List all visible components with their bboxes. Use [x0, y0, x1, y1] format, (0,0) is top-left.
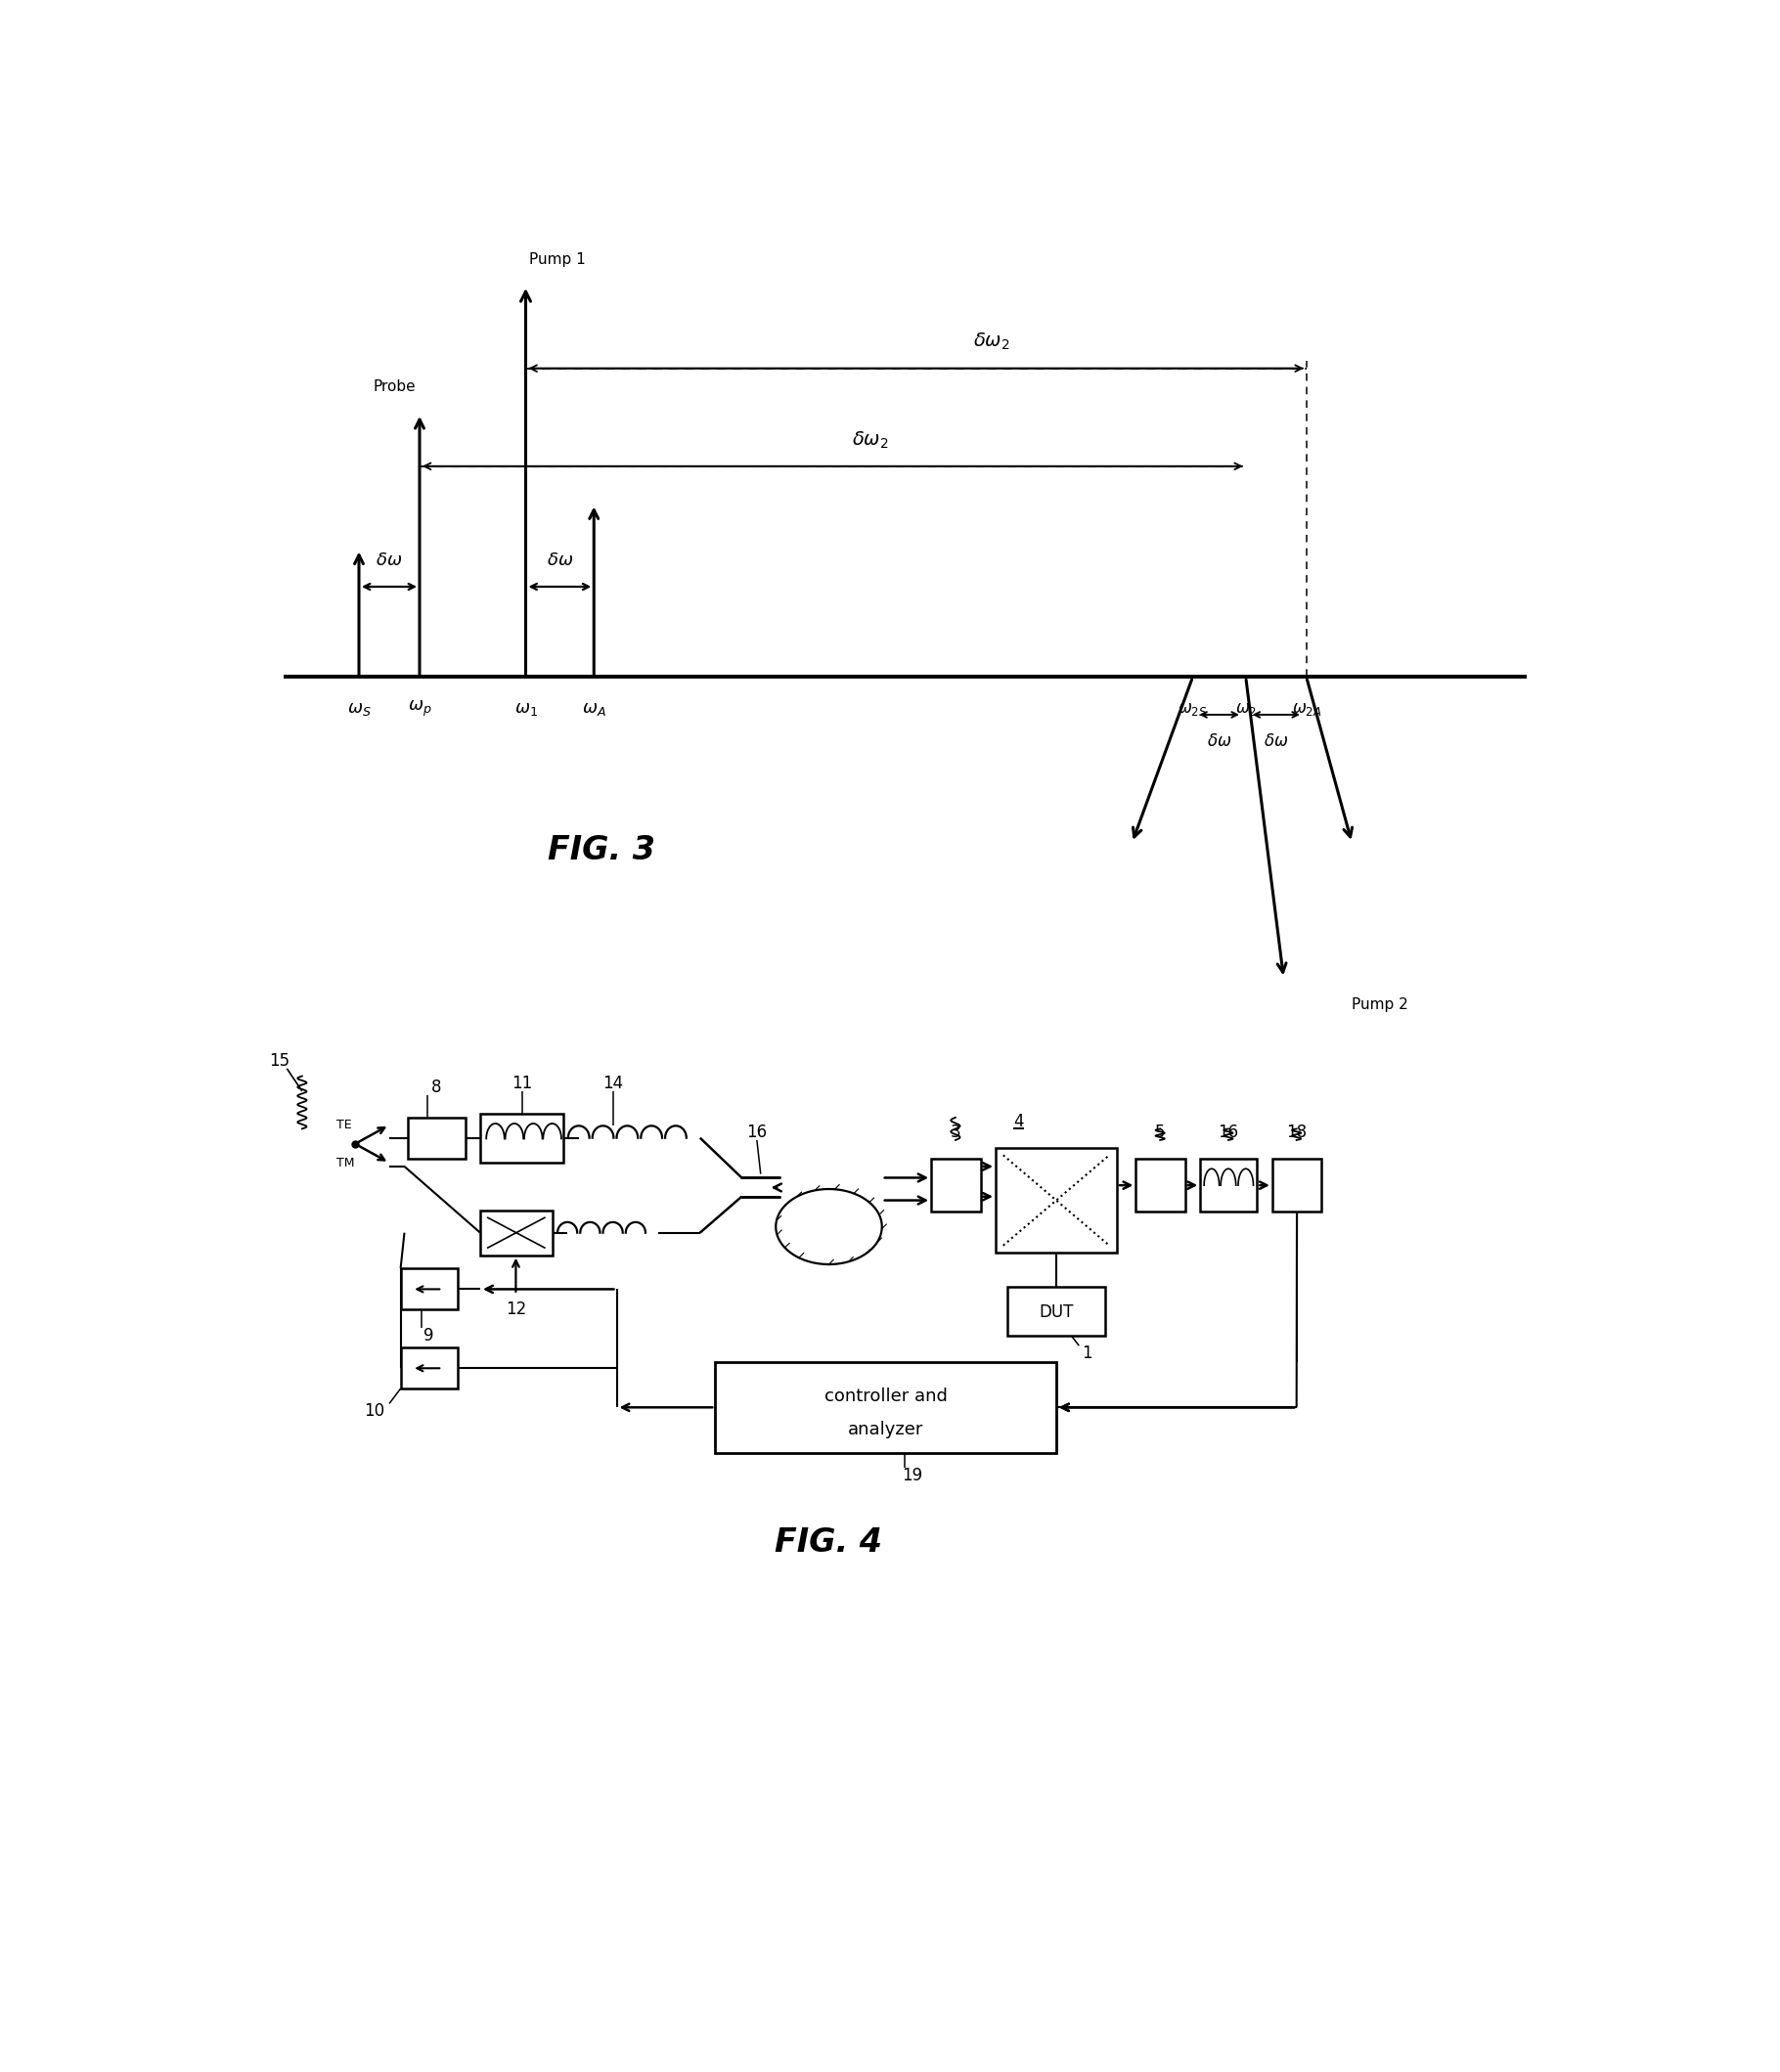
Text: $\delta\omega_2$: $\delta\omega_2$ [853, 429, 888, 450]
Bar [716, 1361, 1056, 1452]
Bar [481, 1115, 564, 1162]
Text: TM: TM [336, 1156, 354, 1169]
Bar [481, 1210, 552, 1256]
Text: 8: 8 [431, 1080, 441, 1096]
Text: TE: TE [336, 1119, 351, 1131]
Text: 19: 19 [902, 1467, 922, 1484]
Text: 3: 3 [951, 1123, 961, 1142]
Text: $\omega_S$: $\omega_S$ [347, 700, 370, 717]
Text: $\omega_2$: $\omega_2$ [1235, 700, 1257, 717]
Text: 16: 16 [1218, 1123, 1239, 1142]
Text: 18: 18 [1287, 1123, 1307, 1142]
Text: 10: 10 [363, 1403, 384, 1419]
Bar [995, 1148, 1116, 1254]
Bar [1136, 1158, 1185, 1212]
Text: 5: 5 [1155, 1123, 1166, 1142]
Text: 4: 4 [1013, 1113, 1024, 1129]
Bar [408, 1117, 465, 1158]
Text: 16: 16 [746, 1123, 767, 1142]
Text: $\delta\omega$: $\delta\omega$ [376, 551, 402, 570]
Text: Pump 2: Pump 2 [1351, 997, 1408, 1011]
Text: 9: 9 [424, 1326, 434, 1345]
Text: $\delta\omega_2$: $\delta\omega_2$ [974, 332, 1011, 352]
Text: FIG. 4: FIG. 4 [774, 1527, 883, 1558]
Text: analyzer: analyzer [847, 1421, 924, 1438]
Bar [1200, 1158, 1257, 1212]
Bar [1273, 1158, 1321, 1212]
Bar [400, 1268, 457, 1310]
Text: 14: 14 [602, 1075, 623, 1092]
Text: 15: 15 [269, 1053, 290, 1069]
Text: $\omega_{2A}$: $\omega_{2A}$ [1292, 700, 1321, 717]
Bar [931, 1158, 981, 1212]
Text: 12: 12 [506, 1301, 527, 1318]
Text: $\omega_A$: $\omega_A$ [582, 700, 605, 717]
Text: $\delta\omega$: $\delta\omega$ [1207, 731, 1232, 750]
Text: $\delta\omega$: $\delta\omega$ [1264, 731, 1289, 750]
Text: $\omega_1$: $\omega_1$ [514, 700, 538, 717]
Text: DUT: DUT [1040, 1303, 1073, 1320]
Text: Probe: Probe [374, 379, 417, 394]
Text: 11: 11 [511, 1075, 532, 1092]
Text: $\omega_p$: $\omega_p$ [408, 698, 431, 719]
Text: Pump 1: Pump 1 [529, 253, 586, 267]
Bar [1007, 1287, 1105, 1336]
Bar [400, 1347, 457, 1388]
Text: 1: 1 [1082, 1345, 1091, 1361]
Text: $\delta\omega$: $\delta\omega$ [546, 551, 573, 570]
Text: $\omega_{2S}$: $\omega_{2S}$ [1178, 700, 1207, 717]
Text: controller and: controller and [824, 1388, 947, 1405]
Text: FIG. 3: FIG. 3 [548, 835, 655, 866]
